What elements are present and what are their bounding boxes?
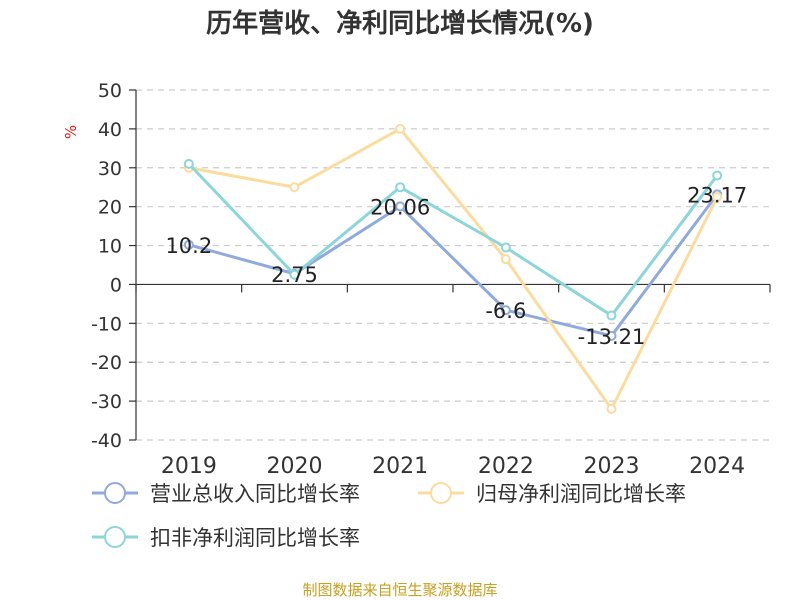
data-point bbox=[712, 191, 723, 202]
data-label: -6.6 bbox=[485, 299, 526, 323]
data-label: 10.2 bbox=[165, 234, 212, 258]
legend-item[interactable]: 归母净利润同比增长率 bbox=[418, 482, 686, 506]
y-axis-label: % bbox=[62, 125, 80, 139]
y-tick-label: 10 bbox=[98, 236, 122, 258]
data-point bbox=[395, 123, 406, 134]
data-point bbox=[606, 330, 617, 341]
axes: 50 40 30 20 10 0 -10 -20 -30 -40 2019 2020 2021 2022 2… bbox=[91, 80, 771, 479]
series-line bbox=[188, 127, 719, 411]
x-tick-label: 2023 bbox=[584, 454, 640, 479]
series-line bbox=[188, 193, 719, 338]
legend-label: 归母净利润同比增长率 bbox=[476, 482, 686, 506]
legend-label: 营业总收入同比增长率 bbox=[150, 482, 360, 506]
y-tick-label: -20 bbox=[91, 352, 122, 374]
x-tick-label: 2020 bbox=[267, 454, 323, 479]
y-tick-label: -10 bbox=[91, 313, 122, 335]
data-point bbox=[289, 269, 300, 280]
data-label: 2.75 bbox=[271, 263, 318, 287]
data-point bbox=[500, 242, 511, 253]
data-point bbox=[712, 170, 723, 181]
y-tick-label: 0 bbox=[110, 274, 122, 296]
legend-label: 扣非净利润同比增长率 bbox=[150, 526, 360, 550]
data-point bbox=[395, 182, 406, 193]
data-point bbox=[183, 239, 194, 250]
chart-title: 历年营收、净利同比增长情况(%) bbox=[206, 8, 594, 39]
legend-item[interactable]: 营业总收入同比增长率 bbox=[92, 482, 360, 506]
x-tick-label: 2021 bbox=[372, 454, 428, 479]
data-point bbox=[289, 182, 300, 193]
x-tick-label: 2022 bbox=[478, 454, 534, 479]
data-label: 20.06 bbox=[370, 195, 430, 219]
data-point bbox=[606, 403, 617, 414]
y-tick-label: 40 bbox=[98, 119, 122, 141]
legend-item[interactable]: 扣非净利润同比增长率 bbox=[92, 526, 360, 550]
y-tick-label: 20 bbox=[98, 197, 122, 219]
data-point bbox=[395, 201, 406, 212]
y-tick-label: -40 bbox=[91, 430, 122, 452]
legend-marker bbox=[104, 526, 126, 548]
legend-marker bbox=[104, 482, 126, 504]
y-tick-label: -30 bbox=[91, 391, 122, 413]
x-tick-label: 2019 bbox=[161, 454, 217, 479]
data-label: 23.17 bbox=[687, 183, 747, 207]
y-tick-label: 50 bbox=[98, 80, 122, 102]
data-label: -13.21 bbox=[578, 325, 646, 349]
legend-marker bbox=[430, 482, 452, 504]
data-point bbox=[500, 254, 511, 265]
y-tick-label: 30 bbox=[98, 158, 122, 180]
series-line bbox=[187, 162, 719, 318]
data-labels: 10.2 2.75 20.06 -6.6 -13.21 23.17 bbox=[165, 183, 747, 348]
series-lines bbox=[183, 123, 723, 414]
data-point bbox=[606, 310, 617, 321]
grid-lines bbox=[136, 89, 770, 441]
data-point bbox=[500, 305, 511, 316]
source-note: 制图数据来自恒生聚源数据库 bbox=[302, 581, 497, 599]
data-point bbox=[183, 158, 194, 169]
x-tick-label: 2024 bbox=[689, 454, 745, 479]
